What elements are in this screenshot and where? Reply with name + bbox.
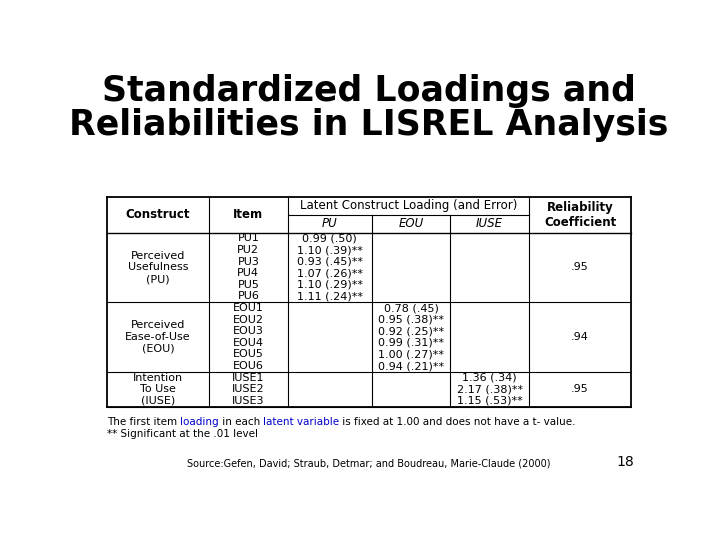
Text: IUSE2: IUSE2 <box>232 384 265 394</box>
Text: EOU5: EOU5 <box>233 349 264 360</box>
Text: Latent Construct Loading (and Error): Latent Construct Loading (and Error) <box>300 199 517 212</box>
Text: PU2: PU2 <box>238 245 259 255</box>
Text: EOU: EOU <box>398 217 423 230</box>
Text: EOU3: EOU3 <box>233 326 264 336</box>
Text: 18: 18 <box>616 455 634 469</box>
Text: EOU2: EOU2 <box>233 315 264 325</box>
Text: Item: Item <box>233 208 264 221</box>
Text: 1.10 (.29)**: 1.10 (.29)** <box>297 280 363 290</box>
Text: PU6: PU6 <box>238 292 259 301</box>
Text: 0.95 (.38)**: 0.95 (.38)** <box>378 315 444 325</box>
Text: PU3: PU3 <box>238 256 259 267</box>
Text: 0.93 (.45)**: 0.93 (.45)** <box>297 256 363 267</box>
Text: 1.00 (.27)**: 1.00 (.27)** <box>378 349 444 360</box>
Text: ** Significant at the .01 level: ** Significant at the .01 level <box>107 429 258 438</box>
Text: .95: .95 <box>571 262 589 273</box>
Text: Source:Gefen, David; Straub, Detmar; and Boudreau, Marie-Claude (2000): Source:Gefen, David; Straub, Detmar; and… <box>187 459 551 469</box>
Text: .95: .95 <box>571 384 589 394</box>
Text: 0.78 (.45): 0.78 (.45) <box>384 303 438 313</box>
Text: 1.07 (.26)**: 1.07 (.26)** <box>297 268 363 278</box>
Text: Intention
To Use
(IUSE): Intention To Use (IUSE) <box>132 373 183 406</box>
Text: EOU6: EOU6 <box>233 361 264 371</box>
Text: Standardized Loadings and: Standardized Loadings and <box>102 74 636 108</box>
Text: .94: .94 <box>571 332 589 342</box>
Text: loading: loading <box>180 417 219 427</box>
Text: 1.36 (.34): 1.36 (.34) <box>462 373 517 383</box>
Text: Perceived
Ease-of-Use
(EOU): Perceived Ease-of-Use (EOU) <box>125 320 191 354</box>
Text: IUSE1: IUSE1 <box>232 373 265 383</box>
Text: IUSE: IUSE <box>476 217 503 230</box>
Text: 1.11 (.24)**: 1.11 (.24)** <box>297 292 363 301</box>
Text: 1.15 (.53)**: 1.15 (.53)** <box>456 396 523 406</box>
Text: in each: in each <box>219 417 264 427</box>
Text: Reliabilities in LISREL Analysis: Reliabilities in LISREL Analysis <box>69 109 669 143</box>
Text: latent variable: latent variable <box>264 417 339 427</box>
Text: PU5: PU5 <box>238 280 259 290</box>
Text: IUSE3: IUSE3 <box>232 396 265 406</box>
Text: 0.99 (.50): 0.99 (.50) <box>302 233 357 244</box>
Text: Construct: Construct <box>125 208 190 221</box>
Text: PU1: PU1 <box>238 233 259 244</box>
Text: PU: PU <box>322 217 338 230</box>
Text: 0.99 (.31)**: 0.99 (.31)** <box>378 338 444 348</box>
Text: 0.94 (.21)**: 0.94 (.21)** <box>378 361 444 371</box>
Text: PU4: PU4 <box>238 268 259 278</box>
Text: Reliability
Coefficient: Reliability Coefficient <box>544 201 616 229</box>
Text: EOU1: EOU1 <box>233 303 264 313</box>
Text: 2.17 (.38)**: 2.17 (.38)** <box>456 384 523 394</box>
Text: is fixed at 1.00 and does not have a t- value.: is fixed at 1.00 and does not have a t- … <box>339 417 576 427</box>
Text: 1.10 (.39)**: 1.10 (.39)** <box>297 245 363 255</box>
Text: Perceived
Usefulness
(PU): Perceived Usefulness (PU) <box>127 251 188 284</box>
Text: EOU4: EOU4 <box>233 338 264 348</box>
Text: The first item: The first item <box>107 417 180 427</box>
Text: 0.92 (.25)**: 0.92 (.25)** <box>378 326 444 336</box>
